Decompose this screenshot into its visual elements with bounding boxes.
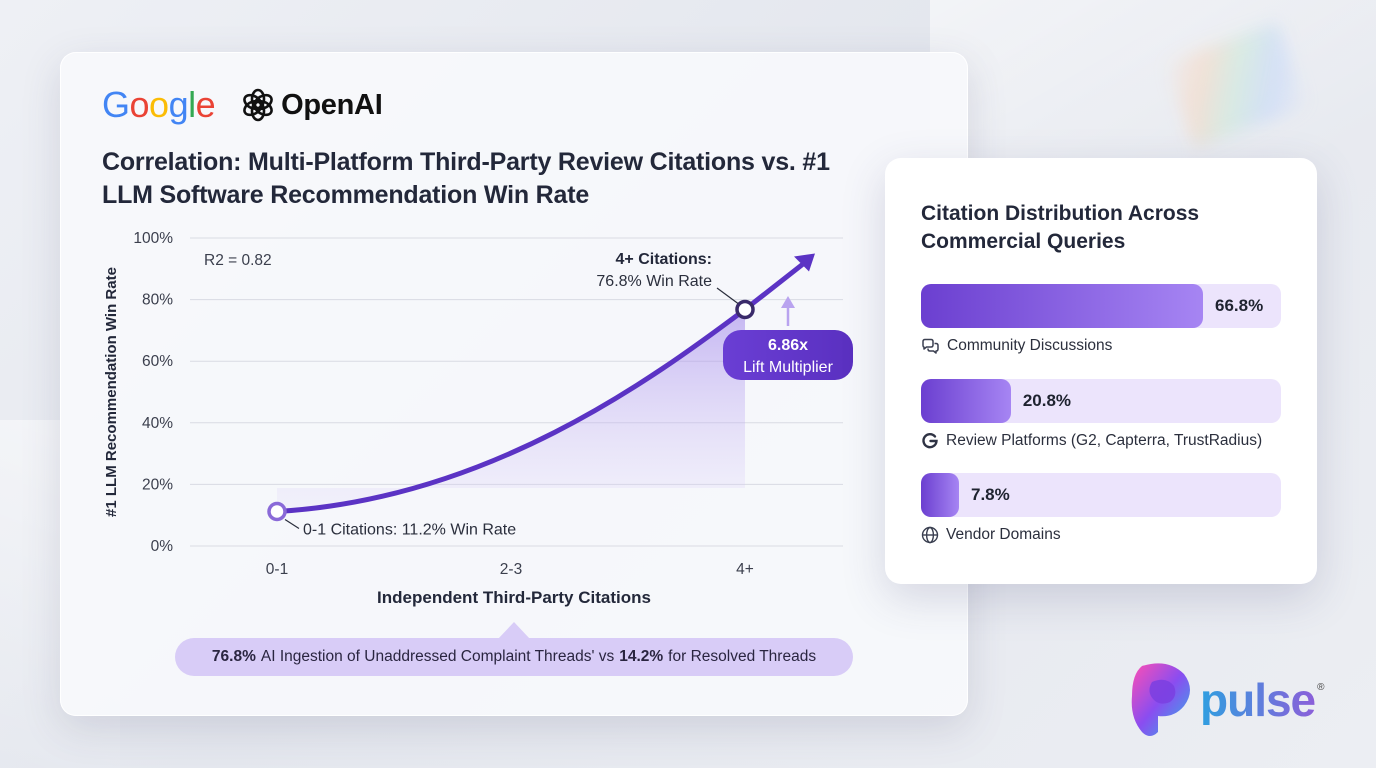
r2-label: R2 = 0.82 [204, 252, 272, 269]
chart-title: Correlation: Multi-Platform Third-Party … [102, 148, 830, 209]
g2-icon [922, 432, 938, 449]
distribution-bar-fill [921, 379, 1011, 423]
registered-mark: ® [1317, 681, 1325, 693]
trend-arrow-line [742, 259, 808, 312]
banner-pct-unaddressed: 76.8% [211, 648, 256, 665]
low-point-leader [284, 518, 300, 530]
distribution-pct: 20.8% [1022, 391, 1072, 410]
pulse-logo: pulse ® [1128, 660, 1325, 740]
distribution-title: Citation Distribution Across Commercial … [921, 202, 1200, 253]
distribution-label: Community Discussions [947, 337, 1113, 354]
pulse-wordmark: pulse [1200, 674, 1316, 726]
background-rainbow [1164, 22, 1308, 148]
distribution-label: Review Platforms (G2, Capterra, TrustRad… [946, 432, 1263, 449]
lift-label: Lift Multiplier [743, 359, 833, 376]
x-tick-label: 2-3 [500, 561, 522, 578]
data-point-high [735, 299, 755, 320]
y-tick-label: 40% [142, 415, 173, 432]
high-point-label-title: 4+ Citations: [616, 251, 712, 268]
data-point-low [267, 501, 287, 522]
summary-banner: 76.8% AI Ingestion of Unaddressed Compla… [175, 638, 853, 676]
x-tick-label: 0-1 [266, 561, 288, 578]
distribution-label-row: Vendor Domains [921, 526, 1281, 544]
low-point-label: 0-1 Citations: 11.2% Win Rate [303, 522, 516, 539]
distribution-bar-track: 7.8% [921, 473, 1281, 517]
banner-pointer [498, 622, 530, 639]
distribution-pct: 7.8% [971, 485, 1010, 504]
high-point-leader [716, 287, 739, 304]
area-under-curve [277, 309, 745, 512]
distribution-label-row: Review Platforms (G2, Capterra, TrustRad… [921, 432, 1281, 450]
trend-arrowhead [794, 253, 815, 272]
banner-pct-resolved: 14.2% [619, 648, 664, 665]
openai-knot-icon [243, 88, 273, 122]
distribution-bar-track: 20.8% [921, 379, 1281, 423]
lift-value: 6.86x [768, 337, 808, 354]
x-tick-label: 4+ [736, 561, 754, 578]
google-logo: Google [102, 84, 216, 125]
citation-distribution-card: Citation Distribution Across Commercial … [885, 158, 1317, 584]
distribution-row: 20.8% Review Platforms (G2, Capterra, Tr… [921, 379, 1281, 450]
chat-bubbles-icon [922, 338, 939, 354]
pulse-blob-icon [1131, 663, 1190, 736]
y-axis-label: #1 LLM Recommendation Win Rate [103, 267, 120, 517]
y-tick-label: 80% [142, 292, 173, 309]
distribution-bar-fill [921, 473, 959, 517]
logo-row: Google OpenAI [102, 82, 383, 128]
distribution-label: Vendor Domains [946, 526, 1061, 543]
y-tick-label: 20% [142, 476, 173, 493]
lift-arrowhead [781, 296, 795, 308]
distribution-row: 7.8% Vendor Domains [921, 473, 1281, 544]
banner-text-a: AI Ingestion of Unaddressed Complaint Th… [260, 648, 615, 665]
y-tick-label: 60% [142, 353, 173, 370]
distribution-row: 66.8% Community Discussions [921, 284, 1281, 355]
high-point-label-value: 76.8% Win Rate [596, 273, 712, 290]
trend-line [274, 306, 748, 515]
y-tick-label: 0% [151, 538, 174, 555]
distribution-bar-fill [921, 284, 1203, 328]
openai-wordmark: OpenAI [281, 88, 383, 121]
distribution-pct: 66.8% [1215, 296, 1264, 315]
banner-text-b: for Resolved Threads [668, 648, 817, 665]
win-rate-chart: 0% 20% 40% 60% 80% 100% 0-1 2-3 4+ Independent Th… [103, 230, 853, 607]
lift-badge [723, 330, 853, 380]
globe-icon [921, 526, 939, 544]
openai-logo: OpenAI [241, 88, 383, 122]
distribution-label-row: Community Discussions [921, 337, 1281, 355]
x-axis-label: Independent Third-Party Citations [377, 588, 651, 607]
distribution-bar-track: 66.8% [921, 284, 1281, 328]
main-chart-card: Google OpenAI Correlation: Multi-Platfor… [60, 52, 968, 716]
y-tick-label: 100% [133, 230, 173, 247]
